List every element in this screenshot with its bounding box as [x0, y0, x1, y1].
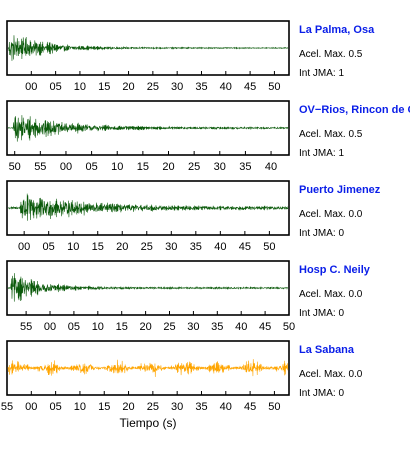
tick-label: 20 — [122, 401, 134, 413]
station-panel-5: 55 00 05 10 15 20 25 30 35 40 45 50 La Sabana Acel. M… — [1, 340, 363, 413]
tick-label: 05 — [49, 401, 61, 413]
tick-label: 00 — [25, 401, 37, 413]
tick-label: 30 — [165, 241, 177, 253]
tick-label: 45 — [244, 81, 256, 93]
tick-label: 10 — [67, 241, 79, 253]
station-name: La Palma, Osa — [299, 24, 375, 36]
tick-label: 40 — [235, 321, 247, 333]
tick-label: 35 — [190, 241, 202, 253]
tick-label: 55 — [20, 321, 32, 333]
tick-label: 10 — [74, 81, 86, 93]
tick-label: 15 — [98, 81, 110, 93]
tick-label: 35 — [211, 321, 223, 333]
int-jma: Int JMA: 1 — [299, 68, 344, 79]
tick-label: 45 — [259, 321, 271, 333]
tick-label: 45 — [239, 241, 251, 253]
station-panel-4: 55 00 05 10 15 20 25 30 35 40 45 50 Hosp C. Neily Ace… — [6, 260, 371, 333]
tick-label: 25 — [188, 161, 200, 173]
tick-label: 25 — [147, 81, 159, 93]
waveform-trace — [7, 273, 289, 302]
station-panel-2: 50 55 00 05 10 15 20 25 30 35 40 OV−Rios, Rincon de… — [6, 100, 410, 173]
tick-label: 20 — [116, 241, 128, 253]
tick-label: 20 — [122, 81, 134, 93]
waveform-trace — [7, 193, 289, 221]
tick-label: 10 — [111, 161, 123, 173]
tick-label: 15 — [116, 321, 128, 333]
station-name: La Sabana — [299, 344, 355, 356]
tick-label: 40 — [214, 241, 226, 253]
tick-label: 55 — [1, 401, 13, 413]
tick-label: 45 — [244, 401, 256, 413]
tick-label: 25 — [147, 401, 159, 413]
acel-max: Acel. Max. 0.5 — [299, 49, 363, 60]
station-panel-1: 00 05 10 15 20 25 30 35 40 45 50 La Palma, Osa Acel.… — [6, 20, 375, 93]
tick-label: 05 — [85, 161, 97, 173]
tick-label: 10 — [92, 321, 104, 333]
int-jma: Int JMA: 1 — [299, 148, 344, 159]
int-jma: Int JMA: 0 — [299, 308, 344, 319]
tick-label: 40 — [220, 81, 232, 93]
acel-max: Acel. Max. 0.0 — [299, 289, 363, 300]
tick-label: 15 — [137, 161, 149, 173]
station-name: Hosp C. Neily — [299, 264, 371, 276]
waveform-trace — [7, 35, 289, 61]
acel-max: Acel. Max. 0.0 — [299, 369, 363, 380]
tick-label: 05 — [49, 81, 61, 93]
station-panel-3: 00 05 10 15 20 25 30 35 40 45 50 Puerto Jimenez Acel… — [6, 180, 381, 253]
int-jma: Int JMA: 0 — [299, 388, 344, 399]
tick-label: 35 — [239, 161, 251, 173]
tick-label: 10 — [74, 401, 86, 413]
tick-label: 20 — [139, 321, 151, 333]
tick-label: 35 — [195, 81, 207, 93]
tick-label: 15 — [92, 241, 104, 253]
int-jma: Int JMA: 0 — [299, 228, 344, 239]
tick-label: 00 — [60, 161, 72, 173]
tick-label: 30 — [214, 161, 226, 173]
acel-max: Acel. Max. 0.0 — [299, 209, 363, 220]
tick-label: 30 — [171, 81, 183, 93]
waveform-trace — [7, 359, 289, 377]
tick-label: 30 — [171, 401, 183, 413]
tick-label: 50 — [283, 321, 295, 333]
station-name: Puerto Jimenez — [299, 184, 381, 196]
tick-label: 05 — [68, 321, 80, 333]
tick-label: 40 — [265, 161, 277, 173]
tick-label: 25 — [141, 241, 153, 253]
tick-label: 25 — [163, 321, 175, 333]
tick-label: 00 — [25, 81, 37, 93]
tick-label: 55 — [34, 161, 46, 173]
tick-label: 00 — [18, 241, 30, 253]
tick-label: 50 — [263, 241, 275, 253]
waveform-trace — [7, 115, 289, 142]
station-name: OV−Rios, Rincon de Os — [299, 104, 410, 116]
tick-label: 50 — [268, 81, 280, 93]
tick-label: 50 — [9, 161, 21, 173]
tick-label: 35 — [195, 401, 207, 413]
tick-label: 20 — [162, 161, 174, 173]
tick-label: 15 — [98, 401, 110, 413]
tick-label: 40 — [220, 401, 232, 413]
tick-label: 05 — [43, 241, 55, 253]
tick-label: 30 — [187, 321, 199, 333]
tick-label: 50 — [268, 401, 280, 413]
acel-max: Acel. Max. 0.5 — [299, 129, 363, 140]
tick-label: 00 — [44, 321, 56, 333]
x-axis-title: Tiempo (s) — [120, 416, 177, 430]
